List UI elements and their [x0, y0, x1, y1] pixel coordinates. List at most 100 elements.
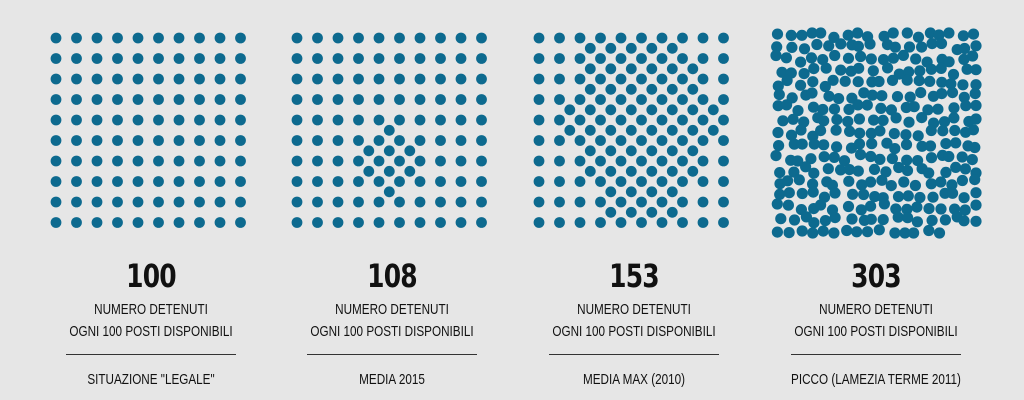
dot-mark — [923, 224, 935, 237]
dot-mark — [71, 53, 82, 64]
dot-mark — [793, 174, 805, 186]
dot-mark — [373, 114, 385, 126]
dot-mark — [807, 178, 819, 190]
dot-mark — [943, 27, 955, 39]
dot-mark — [677, 155, 688, 167]
dot-mark — [332, 135, 344, 146]
dot-mark — [881, 137, 893, 149]
dot-mark — [922, 104, 934, 116]
dot-mark — [807, 101, 820, 113]
dot-mark — [615, 73, 627, 85]
dot-mark — [900, 129, 912, 141]
dot-mark — [394, 176, 405, 187]
dot-mark — [394, 32, 405, 44]
dot-mark — [938, 116, 951, 128]
dot-mark — [656, 114, 668, 126]
dot-mark — [584, 104, 596, 116]
dot-mark — [866, 89, 878, 101]
dot-mark — [687, 145, 699, 157]
dot-mark — [936, 88, 948, 100]
dot-mark — [476, 94, 487, 105]
dot-mark — [856, 179, 868, 191]
dot-mark — [772, 100, 784, 112]
dot-mark — [646, 206, 658, 218]
dot-mark — [455, 73, 467, 85]
subtitle-line1: NUMERO DETENUTI — [577, 301, 691, 318]
dot-mark — [435, 196, 446, 208]
dot-mark — [71, 217, 82, 228]
dot-mark — [666, 206, 678, 218]
dot-mark — [584, 124, 596, 136]
dot-mark — [901, 74, 913, 86]
dot-mark — [353, 94, 364, 105]
dot-mark — [823, 90, 835, 102]
dot-mark — [902, 212, 914, 224]
dot-mark — [625, 83, 637, 95]
dot-mark — [91, 73, 103, 85]
dot-mark — [913, 75, 925, 87]
dot-mark — [718, 196, 729, 208]
dot-mark — [554, 217, 565, 228]
dot-mark — [353, 53, 364, 64]
dot-mark — [533, 94, 545, 105]
dot-mark — [853, 113, 865, 125]
dot-mark — [795, 79, 807, 91]
dot-mark — [605, 124, 617, 136]
dot-mark — [828, 103, 841, 115]
dot-mark — [852, 27, 864, 39]
dot-mark — [656, 135, 668, 146]
dot-mark — [235, 135, 246, 146]
dot-mark — [795, 56, 807, 68]
dot-mark — [646, 186, 658, 198]
dot-mark — [925, 63, 937, 75]
dot-mark — [363, 145, 375, 157]
dot-mark — [194, 73, 205, 85]
dot-mark — [435, 135, 446, 146]
dot-mark — [595, 196, 606, 208]
dot-mark — [112, 114, 123, 126]
dot-mark — [564, 104, 576, 116]
subtitle-line2: OGNI 100 POSTI DISPONIBILI — [794, 323, 958, 340]
dot-mark — [889, 227, 901, 239]
dot-mark — [923, 203, 935, 215]
dot-mark — [153, 196, 164, 208]
dot-mark — [774, 188, 786, 200]
dot-mark — [808, 217, 820, 229]
dot-mark — [666, 124, 678, 136]
dot-mark — [112, 53, 123, 64]
dot-mark — [435, 53, 446, 64]
dot-mark — [112, 73, 123, 85]
dot-mark — [625, 186, 637, 198]
dot-mark — [970, 99, 982, 112]
dot-mark — [967, 28, 980, 40]
dot-mark — [615, 217, 627, 228]
dot-mark — [943, 56, 955, 68]
dot-mark — [854, 149, 867, 161]
dot-mark — [807, 76, 819, 88]
dot-mark — [677, 135, 688, 146]
dot-mark — [373, 196, 385, 208]
dot-grid-media-2015 — [291, 32, 487, 228]
dot-mark — [476, 155, 487, 167]
dot-mark — [806, 87, 818, 99]
dot-mark — [656, 155, 668, 167]
dot-mark — [394, 217, 405, 228]
dot-mark — [926, 38, 938, 50]
dot-mark — [843, 103, 855, 115]
dot-mark — [605, 165, 617, 177]
dot-mark — [817, 54, 829, 66]
dot-mark — [625, 124, 637, 136]
dot-mark — [902, 190, 914, 202]
dot-mark — [235, 217, 246, 228]
dot-mark — [414, 176, 426, 187]
dot-mark — [554, 53, 565, 64]
dot-mark — [636, 32, 647, 44]
dot-mark — [656, 94, 668, 105]
dot-mark — [959, 42, 971, 55]
dot-mark — [235, 196, 246, 208]
dot-mark — [868, 114, 880, 126]
dot-mark — [958, 215, 970, 227]
dot-mark — [455, 176, 467, 187]
dot-mark — [687, 104, 699, 116]
dot-mark — [50, 53, 62, 64]
